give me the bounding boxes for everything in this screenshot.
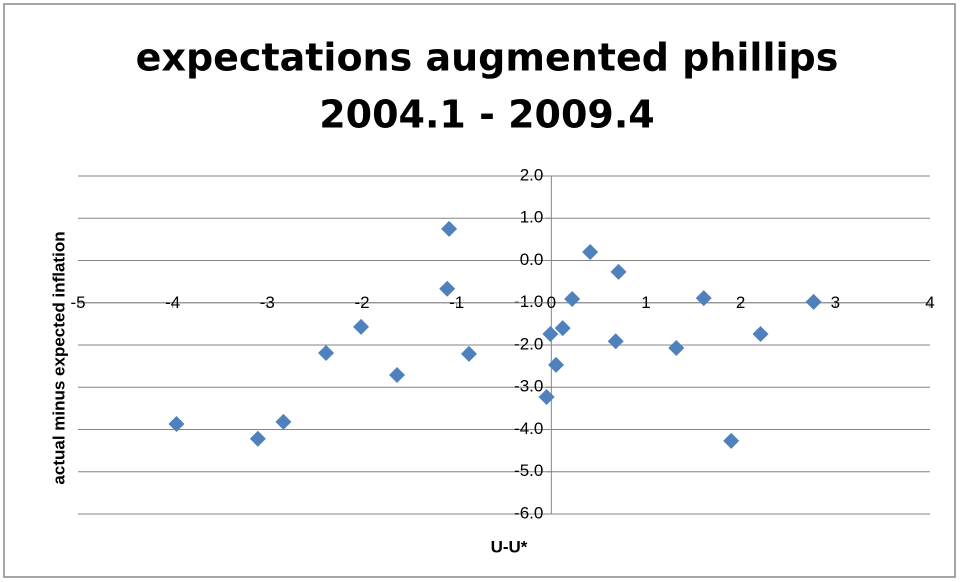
y-tick-label: -4.0 xyxy=(514,419,543,438)
chart-title: expectations augmented phillips xyxy=(136,36,839,80)
point xyxy=(695,290,712,307)
y-tick-label: -6.0 xyxy=(514,503,543,522)
point xyxy=(542,326,559,343)
y-tick-label: 0.0 xyxy=(520,250,544,269)
point xyxy=(249,430,266,447)
y-tick-label: 2.0 xyxy=(520,165,544,184)
y-axis-title: actual minus expected inflation xyxy=(49,231,68,484)
point xyxy=(610,263,627,280)
point xyxy=(353,318,370,335)
point xyxy=(582,244,599,261)
y-tick-label: -3.0 xyxy=(514,377,543,396)
y-tick-label: -1.0 xyxy=(514,292,543,311)
point xyxy=(460,345,477,362)
point xyxy=(168,416,185,433)
x-tick-label: 2 xyxy=(736,293,745,312)
x-tick-label: -3 xyxy=(260,293,275,312)
chart-subtitle: 2004.1 - 2009.4 xyxy=(319,93,655,137)
x-tick-label: 0 xyxy=(547,293,556,312)
y-tick-label: -5.0 xyxy=(514,461,543,480)
chart-border xyxy=(3,3,956,578)
point xyxy=(564,290,581,307)
y-tick-label: -2.0 xyxy=(514,334,543,353)
point xyxy=(389,366,406,383)
point xyxy=(723,432,740,449)
point xyxy=(318,345,335,362)
point xyxy=(607,333,624,350)
point xyxy=(548,356,565,373)
x-tick-label: 1 xyxy=(641,293,650,312)
point xyxy=(805,293,822,310)
x-tick-label: 4 xyxy=(925,293,934,312)
point xyxy=(554,320,571,337)
point xyxy=(668,339,685,356)
x-tick-label: -4 xyxy=(165,293,180,312)
x-axis-title: U-U* xyxy=(491,537,528,556)
point xyxy=(441,220,458,237)
point xyxy=(275,413,292,430)
point xyxy=(752,326,769,343)
y-tick-label: 1.0 xyxy=(520,208,544,227)
x-tick-label: -2 xyxy=(354,293,369,312)
x-tick-label: -1 xyxy=(449,293,464,312)
x-tick-label: 3 xyxy=(831,293,840,312)
point xyxy=(439,280,456,297)
point xyxy=(538,388,555,405)
x-tick-label: -5 xyxy=(70,293,85,312)
